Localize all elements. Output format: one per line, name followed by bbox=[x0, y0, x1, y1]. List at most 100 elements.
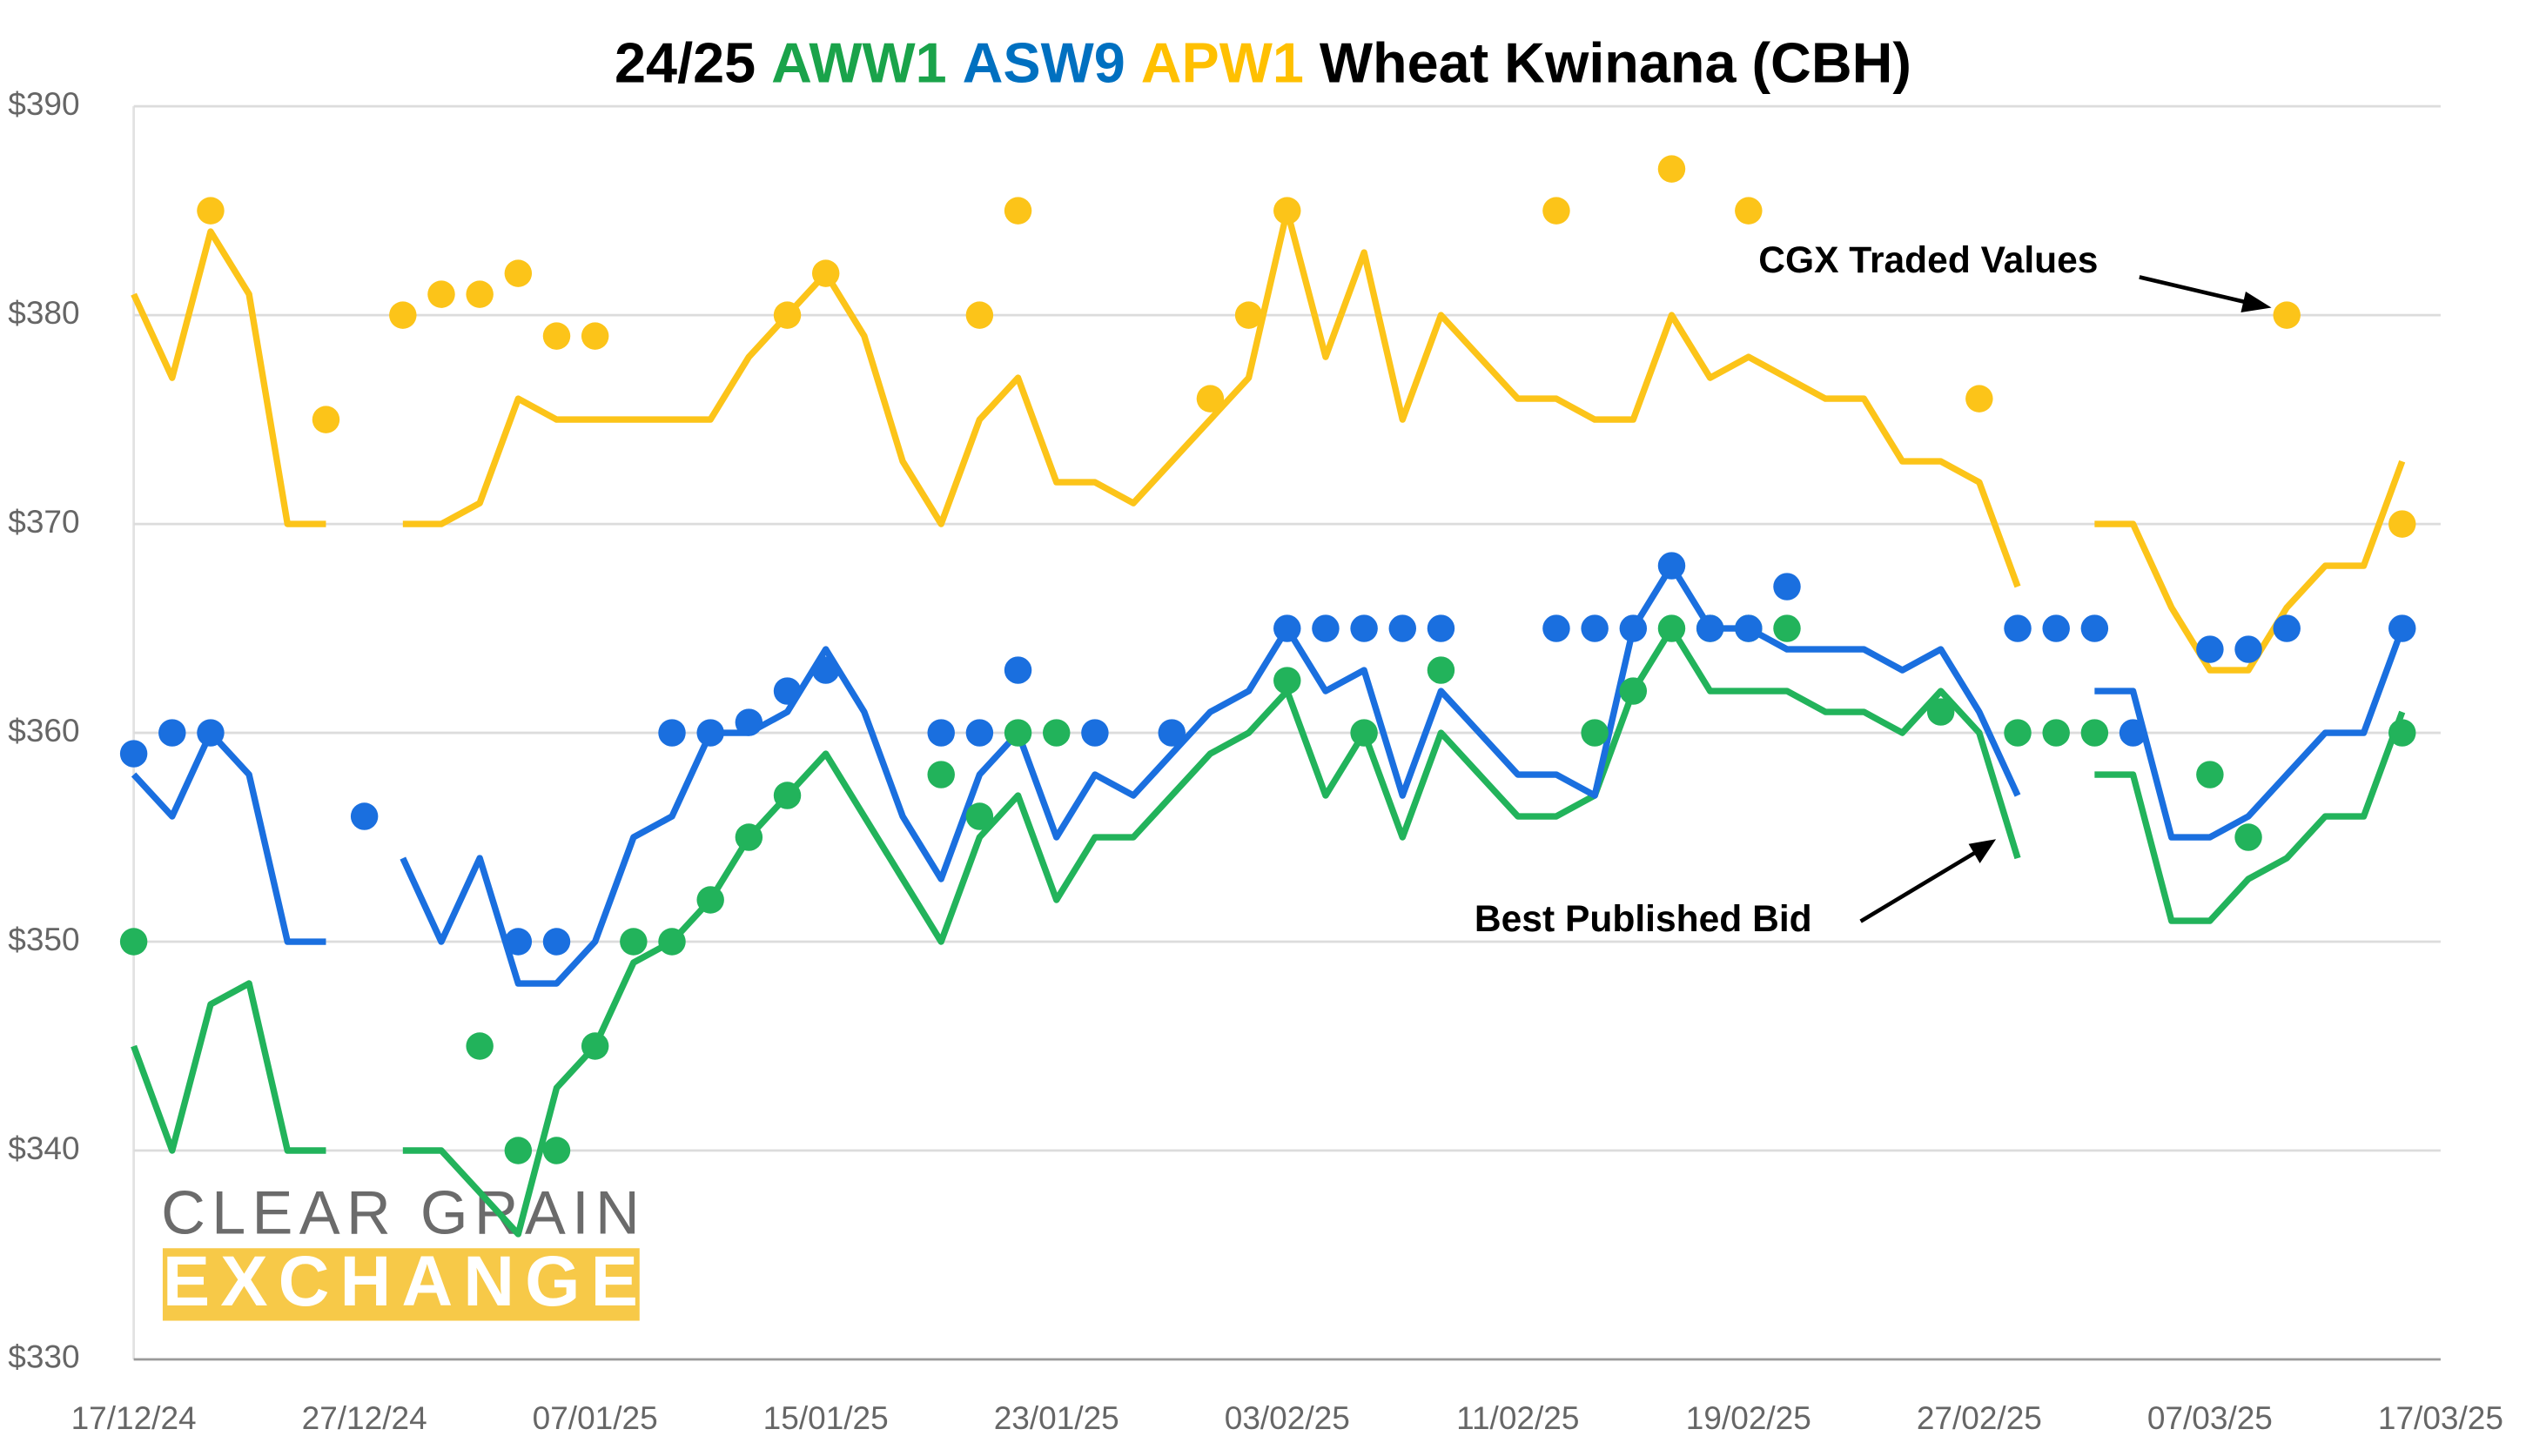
traded-dot bbox=[197, 719, 225, 747]
logo-band bbox=[162, 1248, 640, 1321]
traded-dot bbox=[2388, 614, 2416, 642]
y-tick-label: $390 bbox=[8, 85, 79, 122]
traded-dot bbox=[581, 1032, 609, 1060]
traded-dot bbox=[119, 740, 148, 768]
traded-dot bbox=[197, 197, 225, 225]
traded-dot bbox=[696, 719, 724, 747]
traded-dot bbox=[581, 322, 609, 350]
traded-dot bbox=[965, 301, 994, 329]
traded-dot bbox=[1273, 614, 1301, 642]
traded-dot bbox=[158, 719, 186, 747]
bid-line bbox=[131, 207, 2406, 674]
traded-dot bbox=[1196, 385, 1225, 413]
traded-dot bbox=[542, 322, 571, 350]
traded-dot bbox=[2388, 719, 2416, 747]
traded-dot bbox=[1657, 155, 1686, 183]
traded-dot bbox=[965, 719, 994, 747]
traded-dot bbox=[1965, 385, 1993, 413]
traded-dot bbox=[542, 928, 571, 956]
y-tick-label: $380 bbox=[8, 294, 79, 331]
traded-dot bbox=[1004, 197, 1032, 225]
traded-dot bbox=[1657, 552, 1686, 580]
x-tick-label: 19/02/25 bbox=[1686, 1399, 1811, 1436]
traded-dot bbox=[1081, 719, 1109, 747]
traded-dot bbox=[2042, 719, 2070, 747]
traded-dot bbox=[658, 719, 686, 747]
traded-dot bbox=[542, 1137, 571, 1164]
traded-dot bbox=[2273, 301, 2301, 329]
logo-top: CLEAR GRAIN bbox=[161, 1178, 640, 1247]
plot bbox=[119, 155, 2416, 1238]
traded-dot bbox=[1619, 614, 1648, 642]
traded-dot bbox=[504, 1137, 533, 1164]
traded-dot bbox=[2004, 614, 2032, 642]
traded-dot bbox=[1542, 197, 1570, 225]
traded-dot bbox=[1273, 197, 1301, 225]
traded-dot bbox=[1312, 614, 1340, 642]
traded-dot bbox=[350, 802, 379, 830]
traded-dot bbox=[1388, 614, 1417, 642]
annotation-arrow bbox=[2139, 275, 2256, 307]
x-tick-label: 27/12/24 bbox=[302, 1399, 427, 1436]
traded-dot bbox=[2196, 635, 2224, 663]
traded-dot bbox=[2196, 761, 2224, 788]
traded-dot bbox=[2119, 719, 2147, 747]
traded-dot bbox=[620, 928, 648, 956]
traded-dot bbox=[2004, 719, 2032, 747]
x-tick-label: 23/01/25 bbox=[994, 1399, 1119, 1436]
y-tick-label: $340 bbox=[8, 1130, 79, 1166]
title-prefix: 24/25 bbox=[615, 31, 756, 95]
traded-dot bbox=[466, 1032, 494, 1060]
annotation-arrowhead bbox=[2240, 291, 2272, 313]
x-tick-label: 17/03/25 bbox=[2378, 1399, 2503, 1436]
y-tick-label: $370 bbox=[8, 503, 79, 540]
traded-dot bbox=[1004, 719, 1032, 747]
traded-dot bbox=[811, 656, 840, 684]
traded-dot bbox=[927, 719, 955, 747]
title-series: APW1 bbox=[1141, 31, 1304, 95]
y-tick-label: $350 bbox=[8, 921, 79, 957]
traded-dot bbox=[965, 802, 994, 830]
annotation: CGX Traded Values bbox=[1758, 239, 2098, 281]
traded-dot bbox=[1004, 656, 1032, 684]
traded-dot bbox=[466, 280, 494, 308]
traded-dot bbox=[1581, 719, 1609, 747]
traded-dot bbox=[504, 928, 533, 956]
traded-dot bbox=[1735, 197, 1763, 225]
x-tick-label: 07/01/25 bbox=[533, 1399, 658, 1436]
x-tick-label: 07/03/25 bbox=[2147, 1399, 2273, 1436]
grid: $330 $340 $350 $360 $370 $380 $390 17/12/24 27/1… bbox=[8, 85, 2503, 1436]
traded-dot bbox=[2234, 635, 2262, 663]
x-tick-label: 17/12/24 bbox=[71, 1399, 197, 1436]
traded-dot bbox=[1773, 614, 1801, 642]
traded-dot bbox=[2388, 510, 2416, 538]
traded-dot bbox=[1350, 614, 1378, 642]
chart-title: 24/25 AWW1 ASW9 APW1 Wheat Kwinana (CBH) bbox=[615, 31, 1911, 95]
traded-dot bbox=[1427, 614, 1455, 642]
traded-dot bbox=[2273, 614, 2301, 642]
traded-dot bbox=[773, 301, 802, 329]
title-suffix: Wheat Kwinana (CBH) bbox=[1320, 31, 1911, 95]
traded-dot bbox=[1350, 719, 1378, 747]
title-series: AWW1 bbox=[771, 31, 946, 95]
x-tick-label: 27/02/25 bbox=[1917, 1399, 2042, 1436]
traded-dot bbox=[658, 928, 686, 956]
traded-dot bbox=[2042, 614, 2070, 642]
traded-dot bbox=[1581, 614, 1609, 642]
annotation-arrow bbox=[1859, 847, 1983, 923]
traded-dot bbox=[1542, 614, 1570, 642]
traded-dot bbox=[1619, 677, 1648, 705]
traded-dot bbox=[1234, 301, 1263, 329]
traded-dot bbox=[1926, 698, 1955, 726]
traded-dot bbox=[773, 677, 802, 705]
traded-dot bbox=[811, 259, 840, 287]
y-tick-label: $330 bbox=[8, 1339, 79, 1375]
traded-dot bbox=[1427, 656, 1455, 684]
annotation: Best Published Bid bbox=[1475, 898, 1812, 940]
traded-dot bbox=[1773, 573, 1801, 601]
traded-dot bbox=[735, 823, 763, 851]
traded-dot bbox=[1043, 719, 1071, 747]
traded-dot bbox=[927, 761, 955, 788]
